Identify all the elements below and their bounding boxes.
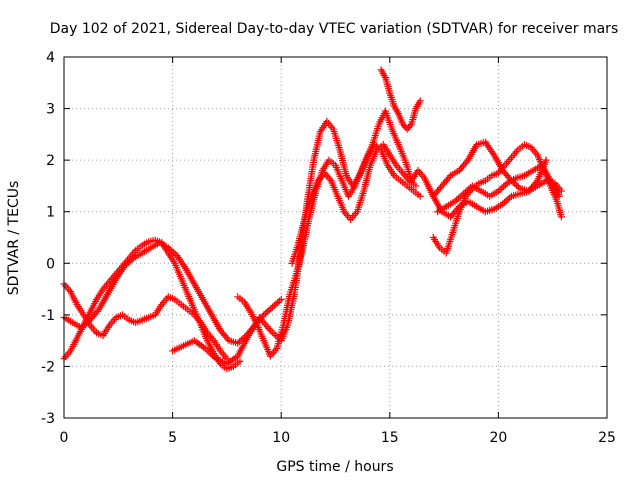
x-tick-label: 10	[272, 430, 290, 446]
data-point	[263, 308, 271, 316]
series-track-b	[60, 236, 244, 373]
series-track-g	[377, 66, 424, 133]
series-track-e	[234, 141, 424, 360]
data-point	[555, 192, 563, 200]
y-tick-label: -3	[41, 411, 55, 427]
y-tick-label: 2	[46, 153, 55, 169]
data-point	[463, 158, 471, 166]
y-tick-label: 1	[46, 205, 55, 221]
data-point	[416, 192, 424, 200]
data-point	[532, 178, 540, 186]
y-axis-label: SDTVAR / TECUs	[6, 181, 22, 296]
data-point	[274, 298, 282, 306]
data-point	[412, 182, 420, 190]
data-point	[272, 300, 280, 308]
x-tick-label: 20	[489, 430, 507, 446]
data-point	[498, 184, 506, 192]
y-tick-label: 3	[46, 102, 55, 118]
x-tick-label: 25	[598, 430, 616, 446]
series-track-a	[60, 280, 231, 363]
x-tick-label: 5	[168, 430, 177, 446]
data-point	[265, 324, 273, 332]
plot-frame	[63, 56, 608, 419]
data-point	[275, 297, 283, 305]
x-tick-label: 0	[60, 430, 69, 446]
data-point	[262, 309, 270, 317]
data-point	[406, 122, 414, 130]
series-track-f	[288, 141, 420, 267]
y-tick-label: -1	[41, 308, 55, 324]
y-tick-label: 0	[46, 256, 55, 272]
data-points	[60, 66, 565, 373]
data-point	[262, 321, 270, 329]
data-point	[511, 180, 519, 188]
data-point	[454, 204, 462, 212]
x-axis-label: GPS time / hours	[276, 459, 393, 475]
grid	[64, 57, 607, 418]
series-track-k	[408, 156, 550, 221]
data-point	[277, 295, 285, 303]
data-point	[456, 193, 464, 201]
series-track-j	[429, 138, 565, 200]
chart-title: Day 102 of 2021, Sidereal Day-to-day VTE…	[50, 21, 618, 37]
x-tick-label: 15	[381, 430, 399, 446]
axis-ticks: 0 5 10 15 20 25 -3 -2 -1 0 1 2 3 4	[41, 50, 616, 446]
data-point	[265, 306, 273, 314]
data-point	[236, 357, 244, 365]
data-point	[557, 213, 565, 221]
data-point	[416, 97, 424, 105]
data-point	[500, 182, 508, 190]
data-point	[266, 326, 274, 334]
y-tick-label: 4	[46, 50, 55, 66]
data-point	[267, 305, 275, 313]
data-point	[269, 303, 277, 311]
y-tick-label: -2	[41, 359, 55, 375]
data-point	[224, 335, 232, 343]
data-point	[263, 323, 271, 331]
data-point	[542, 156, 550, 164]
data-point	[557, 187, 565, 195]
data-point	[93, 307, 101, 315]
data-point	[506, 175, 514, 183]
data-point	[270, 302, 278, 310]
data-point	[504, 195, 512, 203]
data-point	[268, 328, 276, 336]
data-point	[445, 173, 453, 181]
data-point	[270, 330, 278, 338]
data-point	[502, 197, 510, 205]
